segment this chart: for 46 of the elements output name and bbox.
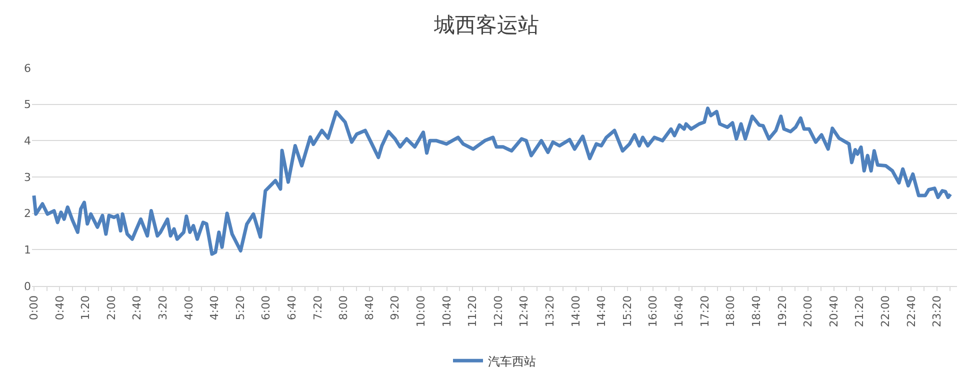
x-tick-label: 21:20 — [853, 295, 866, 328]
x-tick-label: 6:00 — [260, 295, 273, 320]
x-tick-label: 4:40 — [208, 295, 222, 320]
x-tick-label: 18:40 — [750, 295, 763, 328]
x-tick-label: 20:40 — [827, 295, 840, 328]
y-tick-label: 2 — [24, 207, 31, 220]
x-tick-label: 2:40 — [130, 295, 144, 320]
x-tick-label: 7:20 — [311, 295, 324, 320]
x-tick-label: 8:40 — [362, 295, 376, 320]
x-tick-label: 12:40 — [518, 295, 531, 328]
x-tick-label: 20:00 — [802, 295, 815, 328]
x-tick-label: 22:40 — [904, 295, 918, 328]
x-tick-label: 6:40 — [286, 295, 299, 320]
x-tick-label: 16:00 — [646, 295, 660, 328]
x-tick-label: 19:20 — [776, 295, 789, 328]
y-tick-label: 6 — [24, 62, 31, 75]
x-tick-label: 4:00 — [182, 295, 196, 320]
x-tick-label: 18:00 — [724, 295, 738, 328]
x-tick-label: 11:20 — [466, 295, 480, 328]
x-tick-label: 3:20 — [156, 295, 170, 320]
y-tick-label: 3 — [24, 170, 31, 184]
y-tick-label: 4 — [24, 134, 31, 148]
x-tick-label: 10:40 — [440, 295, 454, 328]
x-tick-label: 10:00 — [414, 295, 428, 328]
line-series — [32, 106, 952, 256]
chart-title: 城西客运站 — [433, 13, 539, 38]
legend-label: 汽车西站 — [488, 354, 536, 368]
x-tick-label: 9:20 — [388, 295, 402, 320]
x-tick-label: 22:00 — [878, 295, 892, 328]
x-tick-label: 0:00 — [28, 295, 41, 320]
x-tick-label: 14:40 — [595, 295, 608, 328]
x-tick-label: 1:20 — [79, 295, 92, 320]
x-tick-label: 2:00 — [104, 295, 118, 320]
x-tick-label: 17:20 — [698, 295, 712, 328]
x-tick-label: 23:20 — [930, 295, 944, 328]
x-tick-label: 0:40 — [53, 295, 66, 320]
y-tick-label: 5 — [24, 98, 31, 112]
x-tick-label: 13:20 — [544, 295, 557, 328]
x-tick-label: 5:20 — [234, 295, 247, 320]
y-tick-label: 0 — [24, 280, 31, 293]
x-tick-label: 15:20 — [620, 295, 634, 328]
x-tick-label: 12:00 — [492, 295, 505, 328]
y-tick-label: 1 — [24, 244, 31, 257]
x-tick-label: 8:00 — [337, 295, 350, 320]
x-tick-label: 16:40 — [672, 295, 686, 328]
x-tick-label: 14:00 — [569, 295, 582, 328]
